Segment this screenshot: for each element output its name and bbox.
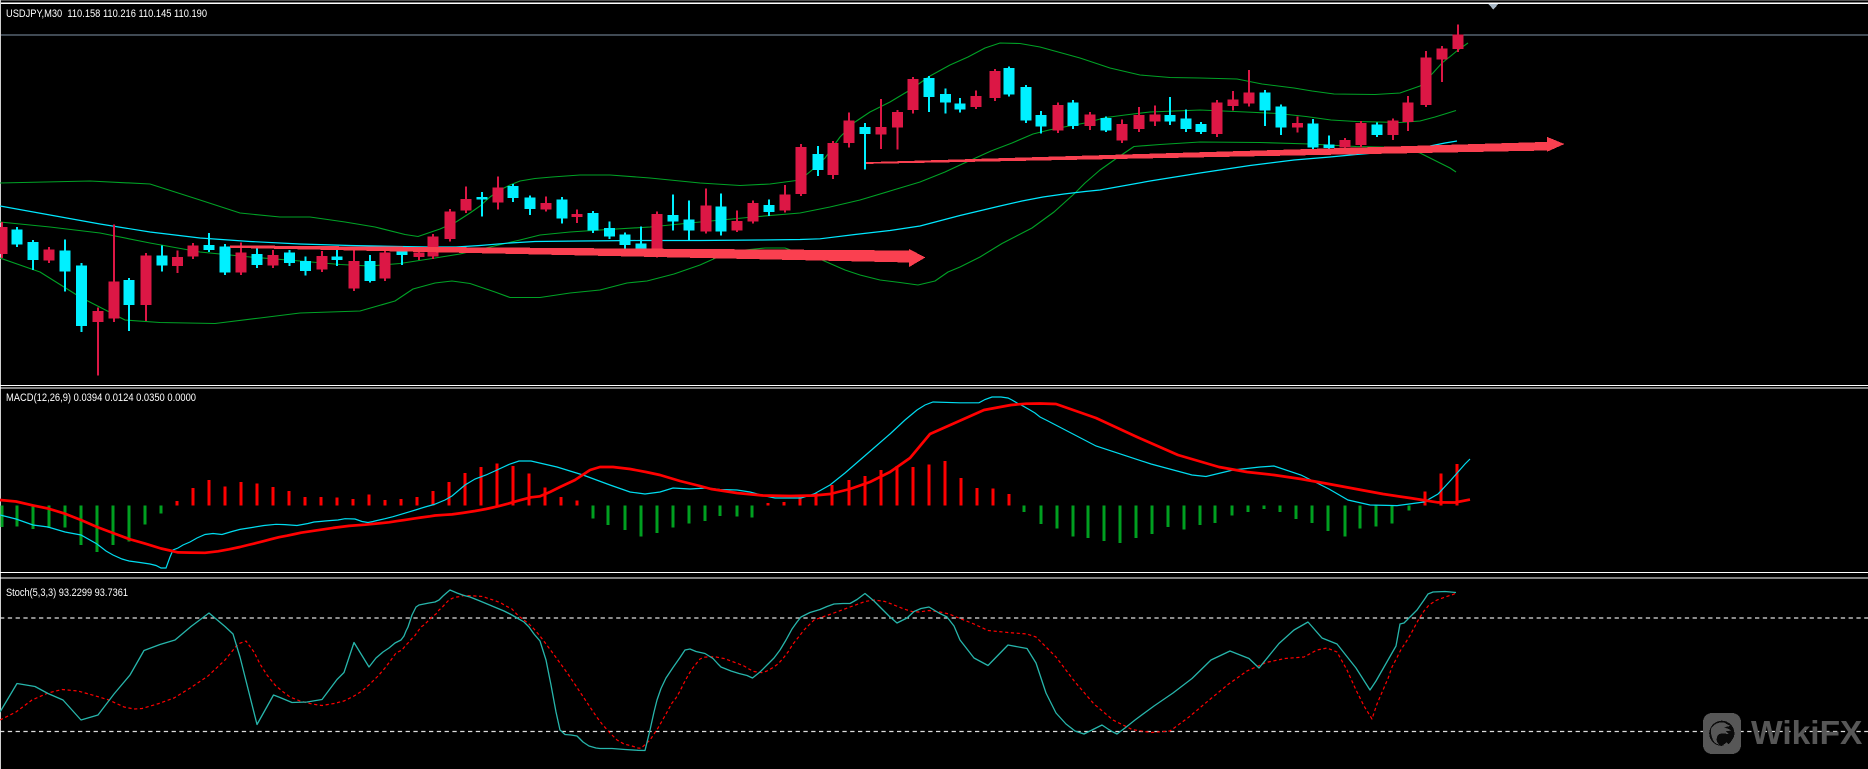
- svg-text:WikiFX: WikiFX: [1751, 715, 1863, 752]
- svg-text:Stoch(5,3,3) 93.2299 93.7361: Stoch(5,3,3) 93.2299 93.7361: [6, 587, 128, 599]
- svg-text:USDJPY,M30 110.158 110.216 11: USDJPY,M30 110.158 110.216 110.145 110.1…: [6, 8, 207, 20]
- svg-text:MACD(12,26,9) 0.0394 0.0124 0.: MACD(12,26,9) 0.0394 0.0124 0.0350 0.000…: [6, 392, 196, 404]
